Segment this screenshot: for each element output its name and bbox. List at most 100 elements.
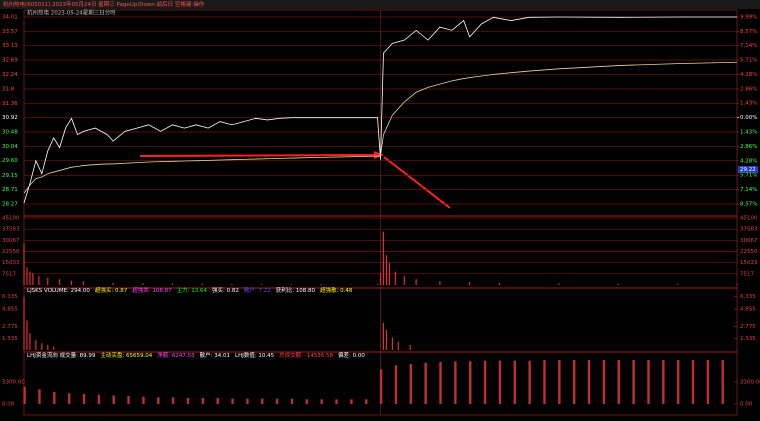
bar xyxy=(32,273,34,285)
indicator-label: 总成交额: -14536.58 xyxy=(279,351,333,359)
y-tick-label: 29.15 xyxy=(2,173,18,179)
bar xyxy=(388,262,391,285)
title-bar xyxy=(0,0,760,9)
indicator-label: 主动买盘: 65659.04 xyxy=(100,351,152,359)
bar xyxy=(736,284,738,285)
indicator-label: 主力: 13.64 xyxy=(177,286,208,294)
y-tick-label: 37583 xyxy=(2,227,20,233)
bar xyxy=(662,360,665,404)
bar xyxy=(602,360,606,404)
y2-tick-label: 2.86% xyxy=(740,144,757,150)
y2-tick-label: 8.57% xyxy=(740,29,757,35)
indicator-label: 强买: 0.82 xyxy=(212,286,239,294)
bar xyxy=(439,362,442,404)
bar xyxy=(350,284,352,285)
y2-tick-label: 7.14% xyxy=(740,187,757,193)
bar xyxy=(558,283,560,285)
y-tick-label-right: 1.335 xyxy=(740,336,756,342)
indicator-label: 超强卖: 108.87 xyxy=(132,286,172,294)
bar xyxy=(41,343,43,350)
bar xyxy=(29,333,31,350)
bar xyxy=(246,398,249,404)
y-tick-label-right: 22550 xyxy=(740,249,758,255)
y2-tick-label: 5.71% xyxy=(740,173,757,179)
y-tick-label: 28.27 xyxy=(2,202,18,208)
bar xyxy=(171,397,175,404)
bar xyxy=(23,243,25,285)
price-box xyxy=(738,166,758,173)
bar xyxy=(587,360,591,404)
bar xyxy=(38,276,40,285)
y-tick-label-right: 45100 xyxy=(740,216,758,222)
bar xyxy=(320,284,322,285)
y-tick-label: 32.24 xyxy=(2,72,18,78)
bar xyxy=(391,337,393,350)
y2-tick-label: 7.14% xyxy=(740,43,757,49)
bar xyxy=(290,284,292,285)
bar xyxy=(35,339,37,350)
bar xyxy=(379,273,382,285)
y2-tick-label: 5.71% xyxy=(740,58,757,64)
y-tick-label-right: 30067 xyxy=(740,238,758,244)
bar xyxy=(216,398,219,404)
indicator-label: 超强买: 0.87 xyxy=(95,286,128,294)
y-tick-label: 15033 xyxy=(2,260,20,266)
bar xyxy=(127,396,130,404)
bar xyxy=(558,360,561,404)
indicator-label: LJSKS VOLUME: 294.00 xyxy=(27,288,90,294)
bar xyxy=(231,283,233,285)
bar xyxy=(483,360,487,404)
y-tick-label: 1.335 xyxy=(2,336,18,342)
bar xyxy=(439,281,441,285)
y-tick-label: 22550 xyxy=(2,249,20,255)
bar xyxy=(365,399,368,404)
bar xyxy=(382,323,385,350)
bar xyxy=(82,281,85,285)
bar xyxy=(721,360,724,404)
bar xyxy=(385,255,388,285)
bar xyxy=(261,284,263,285)
bar xyxy=(320,399,323,404)
bar xyxy=(305,399,309,404)
bar xyxy=(97,394,101,404)
bar xyxy=(82,394,86,404)
y-tick-label-right: 0.00 xyxy=(740,402,753,408)
y-tick-label: 34.01 xyxy=(2,15,18,21)
y-tick-label-right: 7517 xyxy=(740,271,754,277)
y-tick-label: 28.71 xyxy=(2,187,18,193)
y2-tick-label: 1.43% xyxy=(740,130,757,136)
y-tick-label-right: 15033 xyxy=(740,260,758,266)
y-tick-label: 45100 xyxy=(2,216,20,222)
y-tick-label: 32.69 xyxy=(2,58,18,64)
bar xyxy=(647,360,650,404)
y-tick-label: 30.04 xyxy=(2,144,18,150)
bar xyxy=(261,398,264,404)
y-tick-label: 33.13 xyxy=(2,43,18,49)
indicator-label: 获利比: 108.80 xyxy=(276,286,316,294)
bar xyxy=(53,346,55,350)
y-tick-label-right: 37583 xyxy=(740,227,758,233)
indicator-label: 净额: 6247.53 xyxy=(157,351,195,359)
y-tick-label: 33.57 xyxy=(2,29,18,35)
bar xyxy=(676,360,680,404)
y2-tick-label: 9.99% xyxy=(740,15,757,21)
bar xyxy=(171,283,174,285)
y-tick-label-right: 2.775 xyxy=(740,324,756,330)
bar xyxy=(573,360,576,404)
bar xyxy=(26,267,28,285)
bar xyxy=(403,276,405,285)
current-price: 29.22 xyxy=(740,167,756,173)
bar xyxy=(632,360,635,404)
y-tick-label: 6.335 xyxy=(2,294,18,300)
indicator-label: 散户: 7.22 xyxy=(244,286,271,294)
indicator-label: 散户: 34.01 xyxy=(200,351,230,359)
bar xyxy=(409,364,413,404)
bar xyxy=(53,392,56,404)
bar xyxy=(617,360,620,404)
bar xyxy=(454,361,457,404)
y-tick-label: 30.48 xyxy=(2,130,18,136)
y2-tick-label: 2.86% xyxy=(740,86,757,92)
bar xyxy=(379,369,383,404)
bar xyxy=(691,360,695,404)
